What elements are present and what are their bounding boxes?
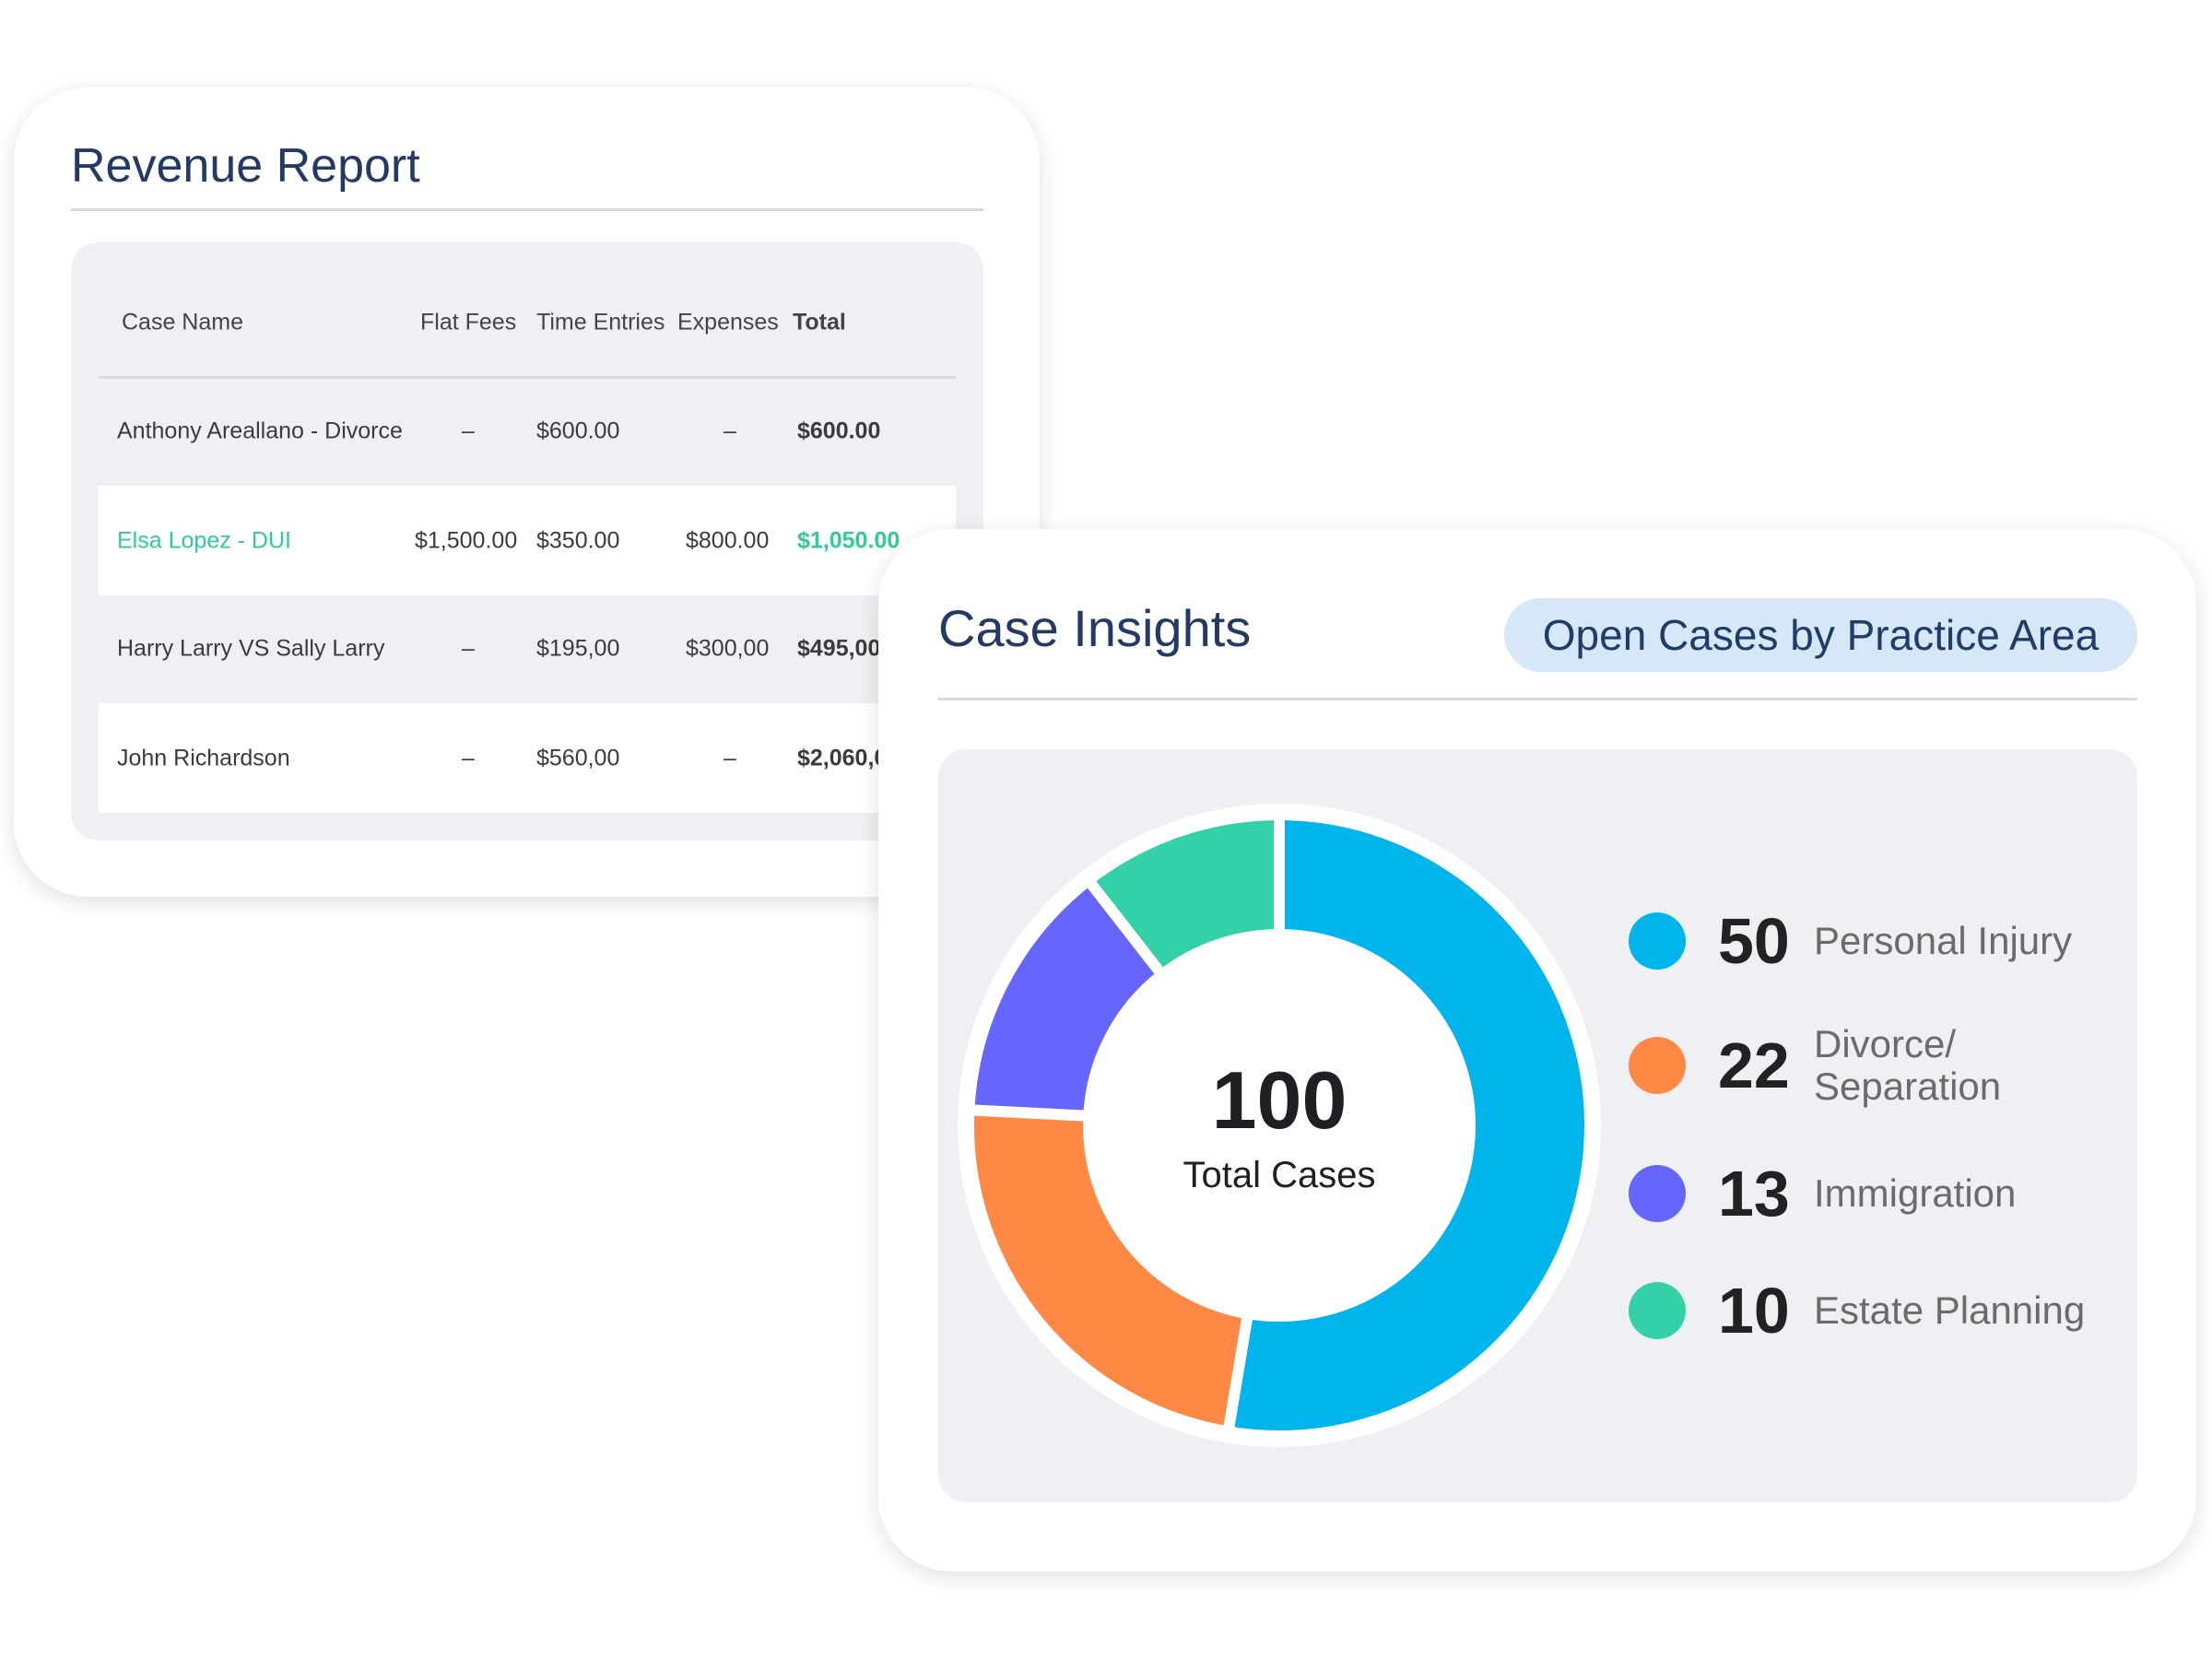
total-cases-label: Total Cases [1182, 1155, 1376, 1195]
cell-total: $1,050.00 [797, 527, 900, 554]
cell-expenses: $800.00 [686, 527, 770, 554]
donut-chart [958, 804, 1601, 1447]
cell-time-entries: $560,00 [536, 745, 620, 771]
column-header: Expenses [677, 309, 779, 335]
revenue-table: Case Name Flat Fees Time Entries Expenses To… [71, 242, 983, 841]
cell-expenses: – [724, 745, 736, 771]
revenue-report-card: Revenue Report Case Name Flat Fees Time En… [14, 88, 1040, 897]
table-row-bg [99, 703, 956, 813]
legend-dot-icon [1629, 1037, 1686, 1094]
cell-case-name[interactable]: Harry Larry VS Sally Larry [117, 635, 385, 662]
cell-time-entries: $195,00 [536, 635, 620, 662]
practice-area-filter-pill[interactable]: Open Cases by Practice Area [1504, 598, 2137, 672]
cell-case-name[interactable]: Anthony Areallano - Divorce [117, 418, 403, 444]
legend-dot-icon [1629, 912, 1686, 970]
revenue-report-title: Revenue Report [71, 139, 420, 193]
cell-time-entries: $350.00 [536, 527, 620, 554]
legend-value: 50 [1718, 905, 1790, 977]
donut-slice-personal-injury[interactable] [1221, 808, 1595, 1441]
divider [71, 208, 983, 211]
total-cases-value: 100 [1211, 1054, 1347, 1146]
legend-value: 13 [1718, 1158, 1790, 1230]
case-insights-title: Case Insights [938, 599, 1252, 657]
legend-label: Immigration [1814, 1171, 2017, 1215]
legend-label: Divorce/ Separation [1814, 1022, 2002, 1108]
case-insights-card: Case Insights Open Cases by Practice Are… [878, 529, 2196, 1571]
cell-case-name[interactable]: John Richardson [117, 745, 290, 771]
cell-expenses: – [724, 418, 736, 444]
cell-flat-fees: – [462, 745, 475, 771]
cell-total: $495,00 [797, 635, 881, 662]
header-divider [99, 376, 956, 379]
legend-value: 10 [1718, 1275, 1790, 1347]
cell-flat-fees: – [462, 635, 475, 662]
legend-label: Estate Planning [1814, 1288, 2086, 1332]
divider [938, 698, 2137, 700]
legend-dot-icon [1629, 1165, 1686, 1222]
table-row-bg [99, 486, 956, 595]
chart-panel: 100 Total Cases 50 Personal Injury 22 Di… [938, 749, 2137, 1502]
cell-expenses: $300,00 [686, 635, 770, 662]
legend-label: Personal Injury [1814, 919, 2073, 962]
cell-total: $600.00 [797, 418, 881, 444]
cell-flat-fees: $1,500.00 [415, 527, 518, 554]
cell-flat-fees: – [462, 418, 475, 444]
column-header: Time Entries [536, 309, 665, 335]
column-header: Total [793, 309, 846, 335]
cell-time-entries: $600.00 [536, 418, 620, 444]
donut-slice-estate-planning[interactable] [1080, 808, 1285, 983]
cell-case-name[interactable]: Elsa Lopez - DUI [117, 527, 291, 554]
column-header: Flat Fees [420, 309, 517, 335]
legend-value: 22 [1718, 1030, 1790, 1101]
donut-center [1094, 940, 1465, 1311]
legend-dot-icon [1629, 1282, 1686, 1339]
donut-slice-divorce-separation[interactable] [963, 1103, 1254, 1439]
column-header: Case Name [122, 309, 243, 335]
